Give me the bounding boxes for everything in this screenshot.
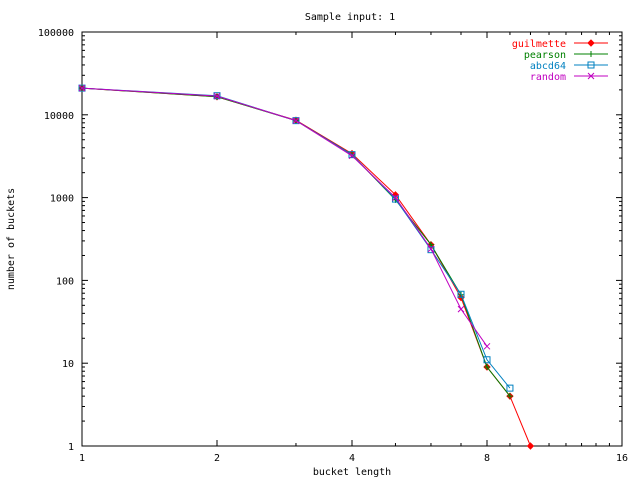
data-point (78, 84, 86, 92)
data-point (457, 305, 465, 313)
series-abcd64 (78, 84, 514, 392)
series-pearson (79, 85, 513, 400)
series-line (81, 87, 511, 397)
y-axis-label: number of buckets (6, 188, 17, 290)
legend-label: random (530, 72, 566, 83)
x-tick-label: 1 (79, 453, 85, 464)
data-point (348, 151, 356, 159)
series-guilmette (78, 84, 535, 450)
data-point (483, 342, 491, 350)
data-point (506, 393, 513, 400)
data-point (506, 384, 514, 392)
series-random (78, 84, 491, 350)
data-point (588, 51, 594, 57)
y-tick-label: 100 (56, 276, 74, 287)
x-tick-label: 16 (616, 453, 628, 464)
legend-label: pearson (524, 50, 566, 61)
chart-title: Sample input: 1 (305, 12, 395, 23)
data-point (392, 194, 399, 201)
x-axis: 1 2 4 8 16 (79, 32, 628, 464)
x-tick-label: 4 (349, 453, 355, 464)
legend-label: abcd64 (530, 61, 566, 72)
plot-frame (81, 31, 623, 447)
data-point (526, 442, 535, 450)
x-tick-label: 8 (484, 453, 490, 464)
legend-item-guilmette: guilmette (512, 39, 608, 50)
data-point (391, 195, 399, 203)
data-point (457, 290, 465, 298)
series-line (81, 87, 531, 447)
series-line (81, 87, 488, 347)
data-point (483, 356, 491, 364)
series-layer (78, 84, 535, 450)
data-point (484, 363, 490, 370)
legend-item-pearson: pearson (524, 50, 608, 61)
legend-item-random: random (530, 72, 608, 83)
data-point (427, 245, 435, 253)
y-tick-label: 1000 (50, 194, 74, 205)
x-tick-label: 2 (214, 453, 220, 464)
data-point (587, 39, 595, 47)
y-tick-label: 10000 (44, 111, 74, 122)
data-point (427, 246, 435, 254)
y-axis: 1 10 100 1000 10000 100000 (38, 28, 622, 453)
y-tick-label: 10 (62, 359, 74, 370)
data-point (587, 72, 595, 80)
y-tick-label: 1 (68, 442, 74, 453)
legend-item-abcd64: abcd64 (530, 61, 608, 72)
data-point (348, 152, 356, 160)
data-point (292, 117, 300, 125)
data-point (587, 61, 595, 69)
data-point (292, 117, 300, 124)
series-line (81, 87, 511, 389)
x-axis-label: bucket length (313, 467, 391, 478)
y-tick-label: 100000 (38, 28, 74, 39)
data-point (213, 92, 221, 100)
legend-label: guilmette (512, 39, 566, 50)
